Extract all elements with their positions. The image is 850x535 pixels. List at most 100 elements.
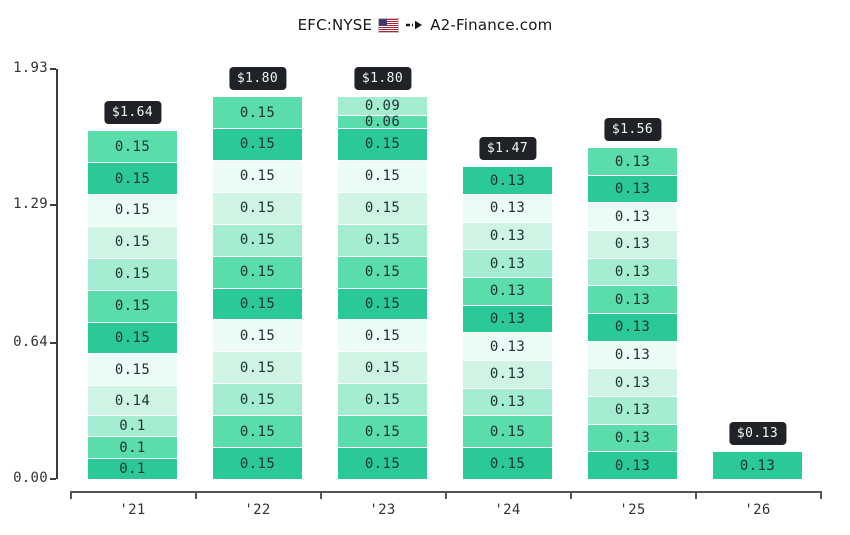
segment-value-label: 0.15 — [239, 423, 276, 440]
bar-segment: 0.15 — [213, 128, 302, 160]
segment-value-label: 0.15 — [489, 423, 526, 440]
bar-segment: 0.15 — [338, 191, 427, 224]
bar-segment: 0.15 — [463, 447, 552, 479]
segment-value-label: 0.15 — [364, 423, 401, 440]
bar-segment: 0.15 — [213, 447, 302, 479]
segment-value-label: 0.15 — [239, 455, 276, 472]
bar-segment: 0.13 — [463, 359, 552, 388]
bar-segment: 0.15 — [338, 415, 427, 448]
bar-segment: 0.13 — [588, 340, 677, 369]
segment-value-label: 0.13 — [614, 374, 651, 391]
bar-segment: 0.15 — [213, 351, 302, 384]
segment-value-label: 0.15 — [239, 232, 276, 249]
segment-value-label: 0.13 — [614, 402, 651, 419]
segment-value-label: 0.15 — [364, 327, 401, 344]
bar-segment: 0.15 — [338, 383, 427, 416]
y-axis-line — [56, 68, 58, 479]
us-flag-icon — [379, 18, 399, 32]
bar-segment: 0.15 — [213, 191, 302, 224]
bar-segment: 0.13 — [713, 451, 802, 479]
bar-segment: 0.13 — [588, 451, 677, 479]
bar-segment: 0.15 — [213, 255, 302, 288]
segment-value-label: 0.15 — [364, 455, 401, 472]
segment-value-label: 0.13 — [489, 366, 526, 383]
arrow-right-icon — [406, 20, 423, 30]
chart-title: EFC:NYSE A2-Finance.com — [0, 16, 850, 34]
bar-segment: 0.09 — [338, 96, 427, 116]
segment-value-label: 0.15 — [364, 359, 401, 376]
total-value-badge: $0.13 — [728, 422, 787, 446]
segment-value-label: 0.15 — [114, 266, 151, 283]
segment-value-label: 0.13 — [614, 153, 651, 170]
y-axis-tick — [50, 67, 56, 70]
x-tick-label: '26 — [744, 502, 771, 518]
bar-segment: 0.15 — [88, 162, 177, 194]
segment-value-label: 0.15 — [239, 104, 276, 121]
segment-value-label: 0.13 — [489, 338, 526, 355]
bar-segment: 0.13 — [463, 249, 552, 277]
bar-segment: 0.15 — [338, 319, 427, 352]
bar-segment: 0.15 — [338, 287, 427, 320]
x-tick-label: '21 — [119, 502, 146, 518]
bar-segment: 0.15 — [213, 415, 302, 448]
site-label: A2-Finance.com — [430, 16, 553, 34]
bar-segment: 0.13 — [588, 230, 677, 258]
segment-value-label: 0.13 — [739, 457, 776, 474]
bar-segment: 0.13 — [588, 174, 677, 203]
segment-value-label: 0.13 — [489, 255, 526, 272]
segment-value-label: 0.15 — [364, 168, 401, 185]
x-tick-label: '25 — [619, 502, 646, 518]
segment-value-label: 0.15 — [114, 170, 151, 187]
bar-segment: 0.13 — [588, 313, 677, 341]
segment-value-label: 0.15 — [364, 391, 401, 408]
bar-segment: 0.13 — [463, 221, 552, 250]
segment-value-label: 0.15 — [239, 136, 276, 153]
segment-value-label: 0.15 — [114, 330, 151, 347]
y-axis-tick — [50, 341, 56, 344]
segment-value-label: 0.15 — [364, 296, 401, 312]
bar-segment: 0.13 — [588, 285, 677, 314]
bar-segment: 0.15 — [463, 415, 552, 448]
segment-value-label: 0.13 — [614, 181, 651, 198]
segment-value-label: 0.13 — [489, 310, 526, 327]
bar-segment: 0.13 — [588, 368, 677, 397]
x-axis-tick — [820, 491, 822, 499]
x-axis-tick — [445, 491, 447, 499]
bar-segment: 0.15 — [88, 193, 177, 226]
bar-segment: 0.14 — [88, 385, 177, 416]
segment-value-label: 0.15 — [114, 234, 151, 251]
ticker-label: EFC:NYSE — [297, 16, 373, 34]
segment-value-label: 0.15 — [489, 455, 526, 472]
segment-value-label: 0.13 — [614, 208, 651, 225]
x-axis-tick — [320, 491, 322, 499]
y-tick-label: 1.93 — [13, 59, 48, 76]
bar-segment: 0.15 — [88, 130, 177, 163]
segment-value-label: 0.13 — [614, 319, 651, 336]
y-tick-label: 1.29 — [13, 195, 48, 212]
segment-value-label: 0.15 — [364, 200, 401, 217]
x-axis-tick — [195, 491, 197, 499]
x-tick-label: '24 — [494, 502, 521, 518]
bar-segment: 0.13 — [463, 332, 552, 360]
bar-segment: 0.15 — [213, 383, 302, 416]
bar-segment: 0.13 — [588, 257, 677, 286]
segment-value-label: 0.13 — [489, 283, 526, 300]
segment-value-label: 0.15 — [239, 264, 276, 281]
segment-value-label: 0.06 — [364, 114, 401, 131]
bar-segment: 0.15 — [88, 257, 177, 290]
bar-segment: 0.15 — [338, 447, 427, 479]
y-axis-tick — [50, 478, 56, 480]
x-tick-label: '22 — [244, 502, 271, 518]
bar-segment: 0.13 — [463, 387, 552, 416]
bar-segment: 0.13 — [588, 423, 677, 452]
y-tick-label: 0.64 — [13, 333, 48, 350]
segment-value-label: 0.15 — [239, 168, 276, 185]
y-tick-label: 0.00 — [13, 470, 48, 486]
segment-value-label: 0.13 — [614, 264, 651, 281]
segment-value-label: 0.1 — [119, 439, 146, 456]
segment-value-label: 0.13 — [489, 172, 526, 189]
bar-segment: 0.15 — [88, 289, 177, 322]
bar-segment: 0.1 — [88, 415, 177, 437]
segment-value-label: 0.13 — [489, 200, 526, 217]
